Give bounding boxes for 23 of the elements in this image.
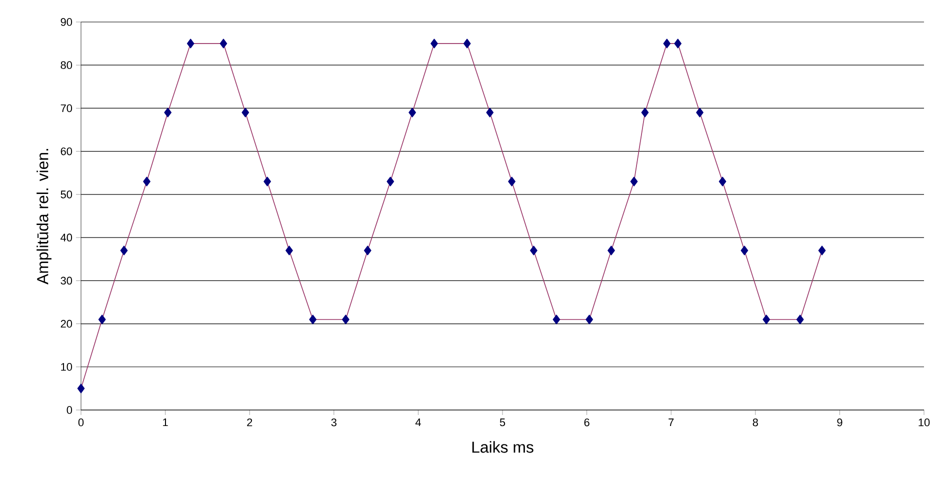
y-tick-label: 80 — [60, 61, 72, 69]
y-tick-label: 20 — [60, 320, 72, 328]
y-tick-label: 10 — [61, 363, 72, 371]
y-tick-label: 40 — [60, 234, 72, 242]
x-tick-label: 0 — [78, 418, 84, 426]
x-axis-title: Laiks ms — [472, 441, 534, 453]
y-tick-label: 90 — [60, 18, 72, 26]
y-tick-label: 50 — [60, 190, 72, 198]
y-tick-label: 60 — [60, 147, 72, 156]
x-tick-label: 1 — [163, 418, 168, 426]
y-tick-label: 0 — [66, 406, 72, 414]
x-tick-label: 10 — [918, 418, 930, 426]
y-axis-title: Amplitūda rel. vien. — [36, 148, 52, 284]
x-tick-label: 3 — [331, 418, 336, 426]
y-tick-label: 30 — [60, 276, 72, 285]
x-tick-label: 8 — [752, 418, 758, 426]
x-tick-label: 5 — [500, 418, 506, 426]
x-tick-label: 4 — [415, 418, 421, 426]
x-tick-label: 6 — [584, 418, 590, 426]
x-tick-label: 9 — [837, 418, 842, 426]
x-tick-label: 7 — [668, 418, 674, 426]
y-tick-label: 70 — [60, 104, 72, 112]
x-tick-label: 2 — [247, 418, 252, 426]
